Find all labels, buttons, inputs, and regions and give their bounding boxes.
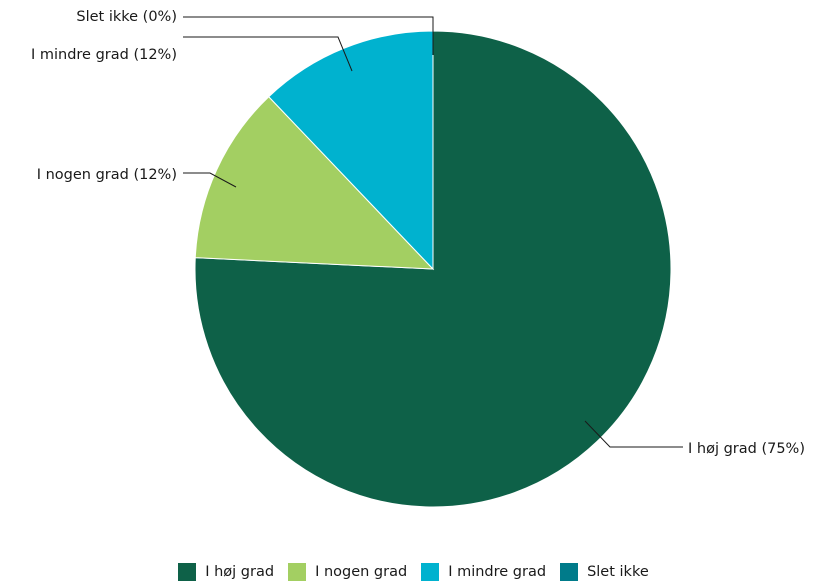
slice-label-i-mindre-grad: I mindre grad (12%) xyxy=(31,47,177,63)
legend-item-slet-ikke[interactable]: Slet ikke xyxy=(560,563,649,581)
legend-swatch-hoj-grad xyxy=(178,563,197,581)
legend-label-mindre-grad: I mindre grad xyxy=(448,564,547,580)
leader-lines xyxy=(183,16,683,448)
pie-slice-i-hoj-grad[interactable] xyxy=(194,30,672,508)
legend-swatch-slet-ikke xyxy=(560,563,579,581)
slice-label-slet-ikke: Slet ikke (0%) xyxy=(76,9,177,25)
slice-label-i-nogen-grad: I nogen grad (12%) xyxy=(37,167,177,183)
legend-item-mindre-grad[interactable]: I mindre grad xyxy=(421,563,546,581)
legend-item-nogen-grad[interactable]: I nogen grad xyxy=(288,563,407,581)
pie-slice-i-mindre-grad[interactable] xyxy=(268,30,434,271)
leader-line-i-mindre-grad xyxy=(183,36,353,72)
slice-labels: I høj grad (75%) I nogen grad (12%) I mind… xyxy=(31,9,805,457)
pie-slices xyxy=(194,30,672,508)
legend-swatch-nogen-grad xyxy=(288,563,307,581)
pie-slice-i-nogen-grad[interactable] xyxy=(194,96,435,270)
legend-label-hoj-grad: I høj grad xyxy=(205,564,275,580)
legend-swatch-mindre-grad xyxy=(421,563,440,581)
leader-line-slet-ikke xyxy=(183,16,434,55)
legend-label-slet-ikke: Slet ikke xyxy=(587,564,649,580)
leader-line-i-hoj-grad xyxy=(584,420,683,448)
pie-chart: I høj grad (75%) I nogen grad (12%) I mind… xyxy=(31,9,805,508)
slice-label-i-hoj-grad: I høj grad (75%) xyxy=(688,441,805,457)
leader-line-i-nogen-grad xyxy=(183,172,237,188)
legend-label-nogen-grad: I nogen grad xyxy=(315,564,408,580)
legend-item-hoj-grad[interactable]: I høj grad xyxy=(178,563,274,581)
legend: I høj grad I nogen grad I mindre grad Sl… xyxy=(0,563,827,581)
